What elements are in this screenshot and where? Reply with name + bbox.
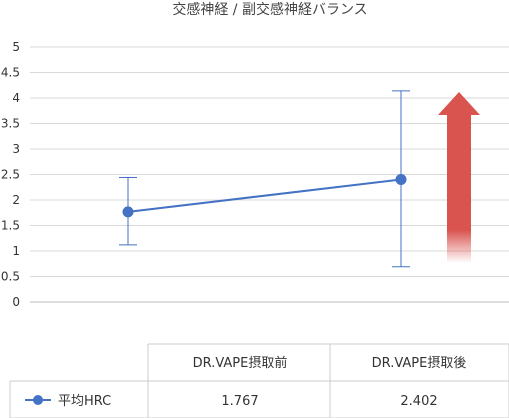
series-line xyxy=(127,178,402,213)
y-tick-label: 4.5 xyxy=(1,66,20,80)
y-axis-ticks: 0 0.5 1 1.5 2 2.5 3 3.5 4 4.5 5 xyxy=(1,40,20,309)
series-layer xyxy=(119,90,410,268)
y-tick-label: 1.5 xyxy=(1,219,20,233)
table-value-before: 1.767 xyxy=(221,394,258,409)
gridlines xyxy=(30,46,509,303)
y-tick-label: 1 xyxy=(12,244,20,258)
legend-point-marker xyxy=(33,395,43,405)
table-header-before: DR.VAPE摂取前 xyxy=(193,355,288,371)
y-tick-label: 2 xyxy=(12,193,20,207)
data-point xyxy=(122,206,134,218)
data-table: DR.VAPE摂取前 DR.VAPE摂取後 平均HRC 1.767 2.402 xyxy=(9,343,509,418)
y-tick-label: 3.5 xyxy=(1,117,20,131)
y-tick-label: 2.5 xyxy=(1,168,20,182)
y-tick-label: 3 xyxy=(12,142,20,156)
data-point xyxy=(395,173,407,185)
table-value-after: 2.402 xyxy=(400,394,437,409)
y-tick-label: 0 xyxy=(12,295,20,309)
table-row-label: 平均HRC xyxy=(58,394,111,409)
chart-title: 交感神経 / 副交感神経バランス xyxy=(172,1,367,18)
y-tick-label: 0.5 xyxy=(1,270,20,284)
table-header-after: DR.VAPE摂取後 xyxy=(372,355,467,371)
increase-arrow-head xyxy=(438,92,480,115)
increase-arrow-shaft xyxy=(447,113,471,263)
y-tick-label: 5 xyxy=(12,40,20,54)
y-tick-label: 4 xyxy=(12,91,20,105)
